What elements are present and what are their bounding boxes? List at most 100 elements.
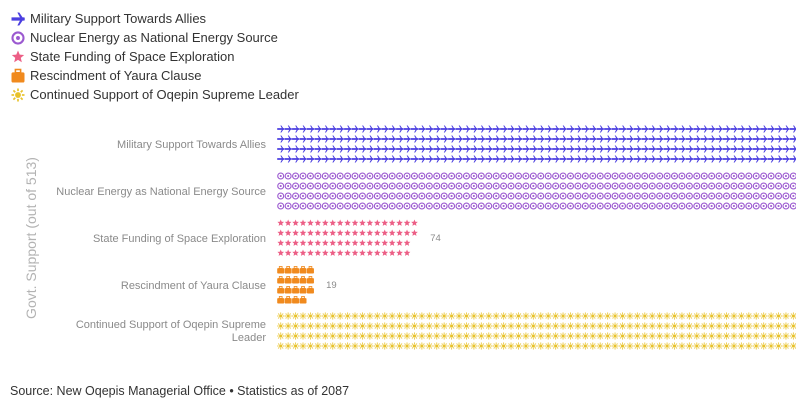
bar-icon — [299, 229, 307, 236]
bar-icon — [306, 332, 314, 340]
bar-icon — [299, 219, 307, 226]
bar-icon — [730, 312, 738, 320]
bar-icon — [656, 135, 664, 143]
bar-icon — [722, 202, 731, 210]
bar-icon — [388, 125, 396, 133]
bar-icon — [596, 125, 604, 133]
bar-icon — [462, 342, 470, 350]
bar-icon — [544, 155, 552, 163]
bar-icon — [544, 192, 552, 200]
bar-icon — [462, 312, 470, 320]
bar-icon — [485, 332, 493, 340]
bar-icon — [752, 312, 760, 320]
bar-icon — [470, 135, 478, 143]
bar-icon — [477, 135, 485, 143]
bar-icon — [715, 202, 723, 210]
bar-icon — [745, 192, 753, 200]
bar-icon — [604, 172, 612, 180]
bar-icon — [566, 192, 575, 200]
bar-icon — [410, 125, 419, 133]
bar-icon — [277, 239, 285, 246]
bar-icon — [529, 145, 538, 153]
bar — [277, 312, 796, 350]
bar-icon — [425, 192, 433, 200]
bar-icon — [381, 249, 389, 256]
bar-icon — [619, 322, 626, 330]
bar-icon — [284, 332, 292, 340]
bar-icon — [537, 332, 545, 340]
bar-icon — [418, 125, 426, 133]
bar-icon — [737, 125, 746, 133]
bar-icon — [299, 286, 307, 294]
bar-icon — [789, 322, 796, 330]
bar-icon — [611, 332, 619, 340]
bar-icon — [366, 332, 374, 340]
bar-icon — [544, 202, 552, 210]
bar-icon — [633, 135, 642, 143]
bar-icon — [789, 155, 796, 163]
bar-icon — [767, 155, 775, 163]
bar-icon — [410, 342, 418, 350]
bar-icon — [604, 312, 612, 320]
bar-icon — [752, 145, 760, 153]
bar-icon — [589, 145, 597, 153]
bar-icon — [767, 145, 775, 153]
bar-icon — [522, 135, 530, 143]
bar-icon — [663, 182, 671, 190]
bar-icon — [455, 332, 463, 340]
bar-icon — [663, 125, 671, 133]
bar-icon — [344, 312, 352, 320]
bar-icon — [589, 125, 597, 133]
legend-label: State Funding of Space Exploration — [30, 49, 235, 64]
bar-icon — [455, 155, 463, 163]
bar-icon — [485, 202, 493, 210]
bar-icon — [529, 342, 537, 350]
bar-icon — [574, 155, 582, 163]
bar-icon — [596, 312, 604, 320]
bar-icon — [633, 312, 641, 320]
bar-icon — [522, 342, 530, 350]
bar-icon — [656, 342, 664, 350]
bar-icon — [522, 182, 530, 190]
bar-icon — [440, 332, 448, 340]
bar-icon — [514, 172, 523, 180]
bar-icon — [477, 192, 485, 200]
bar-icon — [314, 229, 322, 236]
bar-icon — [633, 172, 641, 180]
bar-icon — [410, 155, 419, 163]
category-label: Nuclear Energy as National Energy Source — [56, 186, 266, 198]
bar-icon — [626, 125, 634, 133]
bar-icon — [514, 155, 523, 163]
bar-icon — [418, 145, 426, 153]
bar-icon — [418, 172, 426, 180]
bar-icon — [656, 322, 664, 330]
bar-icon — [685, 202, 693, 210]
bar-icon — [403, 229, 411, 236]
bar-icon — [277, 135, 285, 143]
bar-icon — [529, 202, 537, 210]
plane-icon — [11, 12, 25, 25]
bar-icon — [604, 182, 612, 190]
bar-icon — [723, 155, 731, 163]
bar-icon — [485, 172, 493, 180]
bar-icon — [351, 322, 359, 330]
bar-icon — [344, 239, 351, 246]
bar-icon — [477, 145, 485, 153]
bar-icon — [336, 229, 344, 236]
bar-icon — [760, 322, 768, 330]
bar-icon — [700, 332, 708, 340]
bar-icon — [789, 125, 796, 133]
bar-icon — [396, 202, 404, 210]
bar-icon — [403, 135, 411, 143]
bar-icon — [537, 145, 545, 153]
bar-icon — [678, 202, 686, 210]
bar-icon — [685, 332, 693, 340]
bar-icon — [277, 322, 285, 330]
bar-icon — [314, 219, 322, 226]
bar-icon — [455, 125, 463, 133]
bar-icon — [470, 192, 478, 200]
bar-icon — [723, 312, 731, 320]
bar-icon — [359, 229, 366, 236]
bar-icon — [700, 312, 708, 320]
bar-icon — [433, 342, 441, 350]
